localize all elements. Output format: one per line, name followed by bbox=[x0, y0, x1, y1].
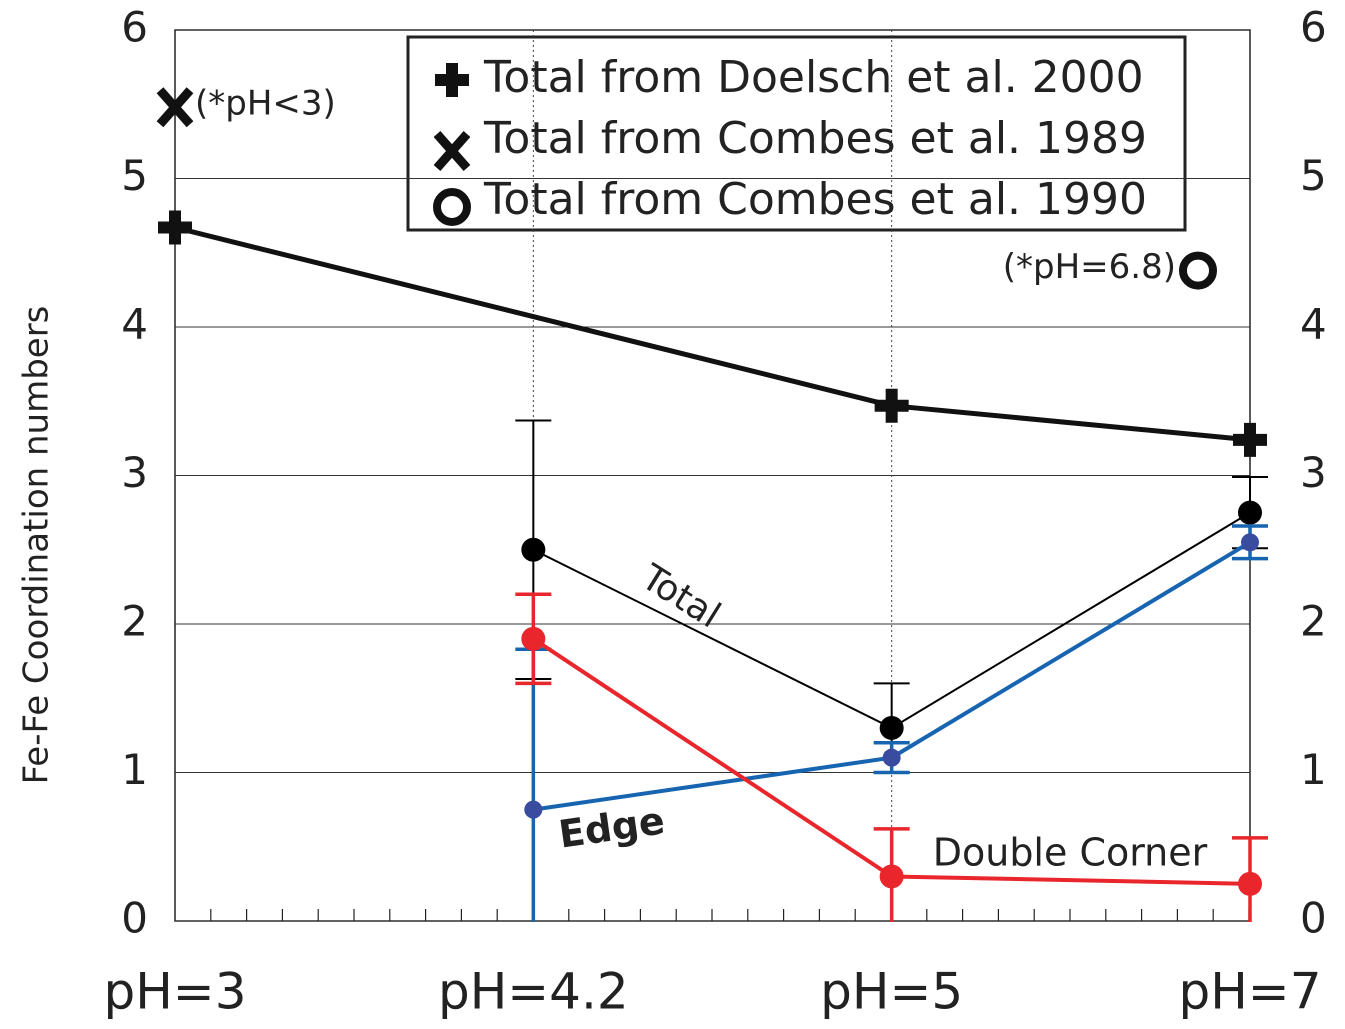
plus-marker bbox=[158, 210, 192, 245]
x-marker bbox=[433, 131, 471, 171]
data-point bbox=[521, 626, 546, 651]
x-tick-label: pH=5 bbox=[820, 963, 963, 1021]
annotation: (*pH<3) bbox=[195, 84, 336, 124]
data-point bbox=[521, 537, 546, 562]
y2-tick-label: 5 bbox=[1300, 151, 1327, 200]
data-point bbox=[1238, 871, 1262, 896]
data-point bbox=[1241, 533, 1259, 552]
data-point bbox=[882, 748, 901, 767]
y-axis-label: Fe-Fe Coordination numbers bbox=[17, 306, 57, 785]
y-tick-label: 4 bbox=[121, 300, 148, 349]
data-point bbox=[1238, 500, 1262, 525]
x-marker bbox=[156, 87, 194, 128]
y2-tick-label: 1 bbox=[1300, 745, 1327, 794]
series-label: Edge bbox=[556, 798, 667, 856]
plot-layer bbox=[515, 419, 1268, 922]
ring-marker bbox=[1179, 251, 1217, 290]
y2-tick-label: 4 bbox=[1300, 300, 1327, 349]
y-tick-label: 0 bbox=[121, 894, 148, 943]
y-tick-label: 3 bbox=[121, 448, 148, 497]
legend-label: Total from Combes et al. 1990 bbox=[483, 174, 1147, 225]
x-tick-label: pH=7 bbox=[1178, 963, 1321, 1021]
plus-marker bbox=[874, 388, 909, 423]
series-label: Double Corner bbox=[933, 831, 1208, 875]
y-tick-label: 2 bbox=[121, 597, 148, 646]
plus-marker bbox=[1233, 422, 1267, 457]
x-tick-label: pH=3 bbox=[103, 963, 246, 1021]
y-tick-label: 1 bbox=[121, 745, 148, 794]
annotation: (*pH=6.8) bbox=[1003, 247, 1176, 287]
legend-label: Total from Combes et al. 1989 bbox=[483, 113, 1147, 164]
y-tick-label: 6 bbox=[121, 3, 148, 52]
y2-tick-label: 6 bbox=[1300, 3, 1327, 52]
x-tick-label: pH=4.2 bbox=[438, 963, 629, 1021]
plus-marker bbox=[435, 63, 469, 97]
y2-tick-label: 0 bbox=[1300, 894, 1327, 943]
y-tick-label: 5 bbox=[121, 151, 148, 200]
y2-tick-label: 2 bbox=[1300, 597, 1327, 646]
y2-tick-label: 3 bbox=[1300, 448, 1327, 497]
legend-label: Total from Doelsch et al. 2000 bbox=[483, 52, 1144, 103]
legend-box bbox=[406, 35, 1187, 232]
data-point bbox=[879, 715, 904, 740]
data-point bbox=[524, 800, 543, 819]
ring-marker bbox=[433, 188, 471, 226]
data-point bbox=[879, 864, 904, 889]
